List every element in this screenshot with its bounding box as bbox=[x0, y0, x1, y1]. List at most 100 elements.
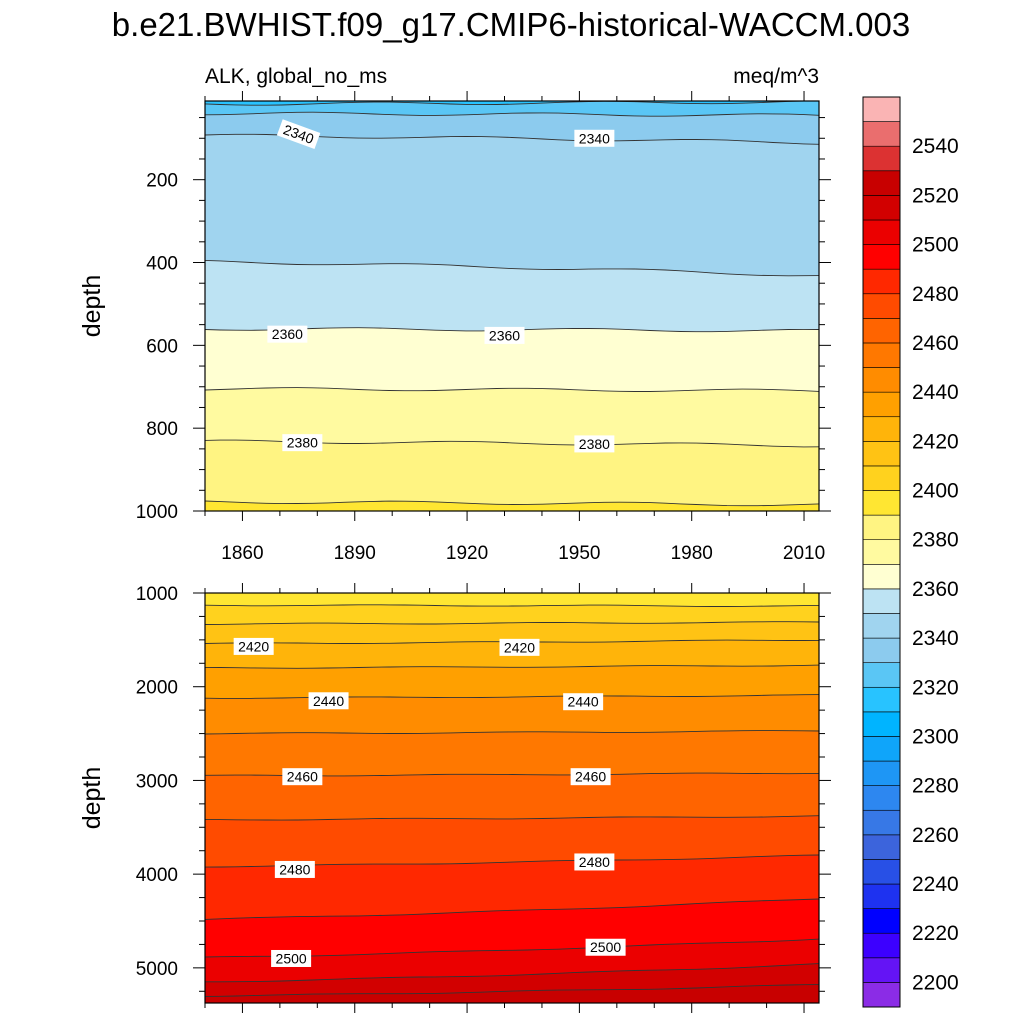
contour-label-text: 2460 bbox=[287, 769, 318, 785]
contour-line bbox=[205, 101, 819, 106]
contour-line bbox=[205, 111, 819, 117]
x-tick-label: 1920 bbox=[446, 543, 488, 564]
colorbar-label: 2500 bbox=[912, 234, 959, 257]
band-fill bbox=[205, 815, 819, 868]
x-tick-label: 2010 bbox=[783, 543, 825, 564]
y-tick-label: 200 bbox=[146, 171, 178, 192]
colorbar-label: 2520 bbox=[912, 184, 959, 207]
contour-label-text: 2360 bbox=[489, 327, 520, 343]
contour-line bbox=[205, 664, 819, 669]
y-tick-label: 1000 bbox=[136, 502, 178, 523]
contour-label-box bbox=[563, 693, 604, 711]
band-fill bbox=[205, 604, 819, 625]
colorbar-label: 2380 bbox=[912, 529, 959, 552]
band-fill bbox=[205, 899, 819, 957]
colorbar-swatch bbox=[862, 391, 901, 418]
colorbar-swatch bbox=[862, 145, 901, 172]
contour-label: 2480 bbox=[574, 853, 615, 871]
x-tick-label: 1950 bbox=[558, 543, 600, 564]
colorbar-label: 2220 bbox=[912, 922, 959, 945]
colorbar-swatch bbox=[862, 96, 901, 122]
contour-label-text: 2500 bbox=[590, 939, 621, 955]
contour-label: 2440 bbox=[563, 693, 604, 711]
band-fill bbox=[205, 963, 819, 997]
colorbar-swatch bbox=[862, 563, 901, 590]
band-fill bbox=[205, 773, 819, 821]
colorbar-swatch bbox=[862, 613, 901, 639]
contour-label-text: 2420 bbox=[238, 638, 269, 654]
contour-line bbox=[205, 730, 819, 735]
contour-label-box bbox=[276, 119, 321, 149]
band-fill bbox=[205, 621, 819, 644]
colorbar-swatch bbox=[862, 465, 901, 491]
colorbar-label: 2440 bbox=[912, 381, 959, 404]
contour-label: 2460 bbox=[282, 768, 323, 786]
colorbar-swatch bbox=[862, 121, 901, 147]
colorbar-swatch bbox=[862, 588, 901, 614]
contour-label-box bbox=[274, 860, 315, 878]
colorbar-swatch bbox=[862, 637, 901, 663]
contour-label: 2380 bbox=[574, 435, 615, 453]
contour-label: 2500 bbox=[585, 938, 626, 956]
contour-line bbox=[205, 984, 819, 997]
colorbar-label: 2480 bbox=[912, 283, 959, 306]
contour-line bbox=[205, 621, 819, 625]
contour-label-text: 2420 bbox=[504, 639, 535, 655]
colorbar-label: 2420 bbox=[912, 430, 959, 453]
x-tick-label: 1890 bbox=[334, 543, 376, 564]
colorbar-swatch bbox=[862, 219, 901, 245]
band-fill bbox=[205, 730, 819, 776]
colorbar-swatch bbox=[862, 883, 901, 909]
contour-line bbox=[205, 963, 819, 983]
contour-label-text: 2500 bbox=[276, 950, 307, 966]
colorbar-label: 2280 bbox=[912, 775, 959, 798]
contour-label-text: 2440 bbox=[568, 694, 599, 710]
colorbar-swatch bbox=[862, 514, 901, 541]
contour-line bbox=[205, 694, 819, 699]
contour-label-box bbox=[308, 692, 349, 710]
y-tick-label: 5000 bbox=[136, 959, 178, 980]
contour-label-box bbox=[282, 434, 323, 452]
band-fill bbox=[205, 440, 819, 506]
y-tick-label: 400 bbox=[146, 254, 178, 275]
contour-label-box bbox=[267, 325, 308, 343]
band-fill bbox=[205, 694, 819, 734]
figure-title: b.e21.BWHIST.f09_g17.CMIP6-historical-WA… bbox=[112, 6, 910, 43]
contour-label-text: 2440 bbox=[313, 693, 344, 709]
colorbar-swatch bbox=[862, 318, 901, 344]
colorbar-swatch bbox=[862, 711, 901, 737]
contour-label: 2360 bbox=[267, 325, 308, 343]
contour-label-box bbox=[484, 326, 525, 344]
y-tick-label: 800 bbox=[146, 419, 178, 440]
colorbar-swatch bbox=[862, 785, 901, 811]
colorbar-swatch bbox=[862, 736, 901, 762]
colorbar-swatch bbox=[862, 342, 901, 368]
contour-label-box bbox=[570, 768, 611, 786]
contour-line bbox=[205, 898, 819, 920]
contour-label: 2360 bbox=[484, 326, 525, 344]
y-tick-label: 3000 bbox=[136, 771, 178, 792]
contour-line bbox=[205, 604, 819, 607]
colorbar-swatch bbox=[862, 367, 901, 393]
band-fill bbox=[205, 134, 819, 276]
colorbar-label: 2360 bbox=[912, 578, 959, 601]
colorbar-label: 2260 bbox=[912, 824, 959, 847]
colorbar-swatch bbox=[862, 662, 901, 688]
band-fill bbox=[205, 327, 819, 392]
plot-frame bbox=[204, 592, 820, 1004]
colorbar-label: 2200 bbox=[912, 971, 959, 994]
contour-label: 2500 bbox=[271, 949, 312, 967]
contour-label-text: 2380 bbox=[287, 435, 318, 451]
contour-label-text: 2480 bbox=[279, 861, 310, 877]
plot-frame bbox=[204, 100, 820, 512]
contour-label-box bbox=[574, 435, 615, 453]
y-tick-label: 2000 bbox=[136, 678, 178, 699]
colorbar-label: 2240 bbox=[912, 873, 959, 896]
contour-label-text: 2340 bbox=[579, 130, 610, 146]
band-fill bbox=[205, 855, 819, 920]
contour-line bbox=[205, 259, 819, 277]
colorbar-label: 2460 bbox=[912, 332, 959, 355]
x-tick-label: 1980 bbox=[671, 543, 713, 564]
band-fill bbox=[205, 665, 819, 699]
